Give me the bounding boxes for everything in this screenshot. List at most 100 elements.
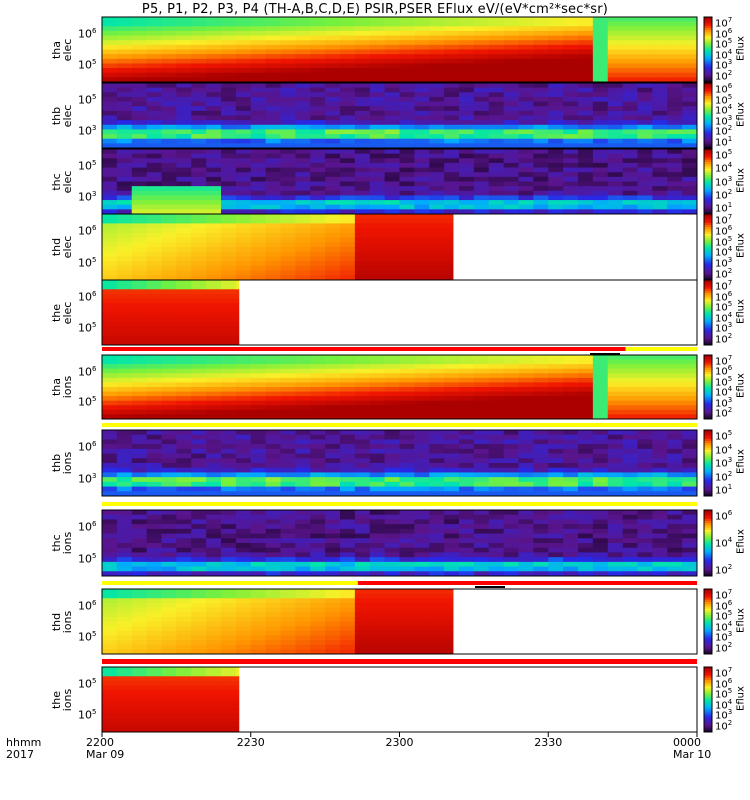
colorbar-tick-label: 101 (715, 135, 733, 149)
colorbar-tick-label: 106 (715, 82, 733, 96)
colorbar-tick-label: 105 (715, 148, 733, 162)
colorbar-tick-label: 103 (715, 395, 733, 409)
y-tick-label: 103 (78, 471, 97, 486)
y-tick-label: 105 (78, 707, 97, 722)
colorbar-tick-label: 107 (715, 16, 733, 30)
colorbar-tick-label: 104 (715, 103, 733, 117)
colorbar-tick-label: 104 (715, 442, 733, 456)
colorbar-tick-label: 103 (715, 456, 733, 470)
x-axis (101, 732, 698, 737)
colorbar-tick-label: 106 (715, 364, 733, 378)
x-tick-label: 2200 Mar 09 (86, 736, 125, 761)
separator-bar (102, 581, 358, 585)
colorbar-tick-label: 104 (715, 47, 733, 62)
colorbar-label: Eflux (735, 298, 747, 324)
colorbar-tick-label: 106 (715, 289, 733, 303)
colorbar-label: Eflux (735, 529, 747, 554)
colorbar-tick-label: 102 (715, 719, 733, 733)
colorbar-label: Eflux (735, 35, 747, 61)
separator-bar (102, 659, 697, 664)
colorbar-tick-label: 101 (715, 483, 733, 497)
panel-the-ions (101, 666, 698, 733)
separator-bar (625, 347, 697, 351)
y-tick-label: 106 (78, 224, 97, 239)
colorbar-label: Eflux (735, 685, 747, 711)
panel-the-elec (101, 279, 698, 346)
y-tick-label: 105 (78, 677, 97, 691)
colorbar-tick-label: 105 (715, 687, 733, 701)
x-tick-label: 2300 (385, 736, 414, 749)
colorbar-tick-label: 107 (715, 588, 733, 602)
colorbar-the-elec (703, 279, 713, 346)
y-tick-label: 106 (78, 440, 97, 455)
panel-label-thb-ions: thb ions (50, 451, 74, 475)
colorbar-tick-label: 102 (715, 187, 733, 202)
panel-label-the-elec: the elec (50, 301, 74, 324)
colorbar-tha-ions (703, 354, 713, 420)
panel-label-the-ions: the ions (50, 688, 74, 711)
colorbar-thd-elec (703, 213, 713, 281)
y-tick-label: 106 (78, 290, 97, 304)
colorbar-tick-label: 102 (715, 267, 733, 281)
colorbar-the-ions (703, 666, 713, 733)
colorbar-tick-label: 104 (715, 385, 733, 399)
colorbar-tick-label: 106 (715, 26, 733, 40)
colorbar-thd-ions (703, 588, 713, 655)
y-tick-label: 103 (78, 189, 97, 204)
colorbar-tick-label: 104 (715, 697, 733, 712)
separator-bars (102, 347, 697, 664)
colorbar-tick-label: 103 (715, 321, 733, 335)
colorbar-tick-label: 105 (715, 429, 733, 443)
panel-tha-elec (101, 16, 698, 83)
colorbar-tick-label: 106 (715, 598, 733, 612)
separator-bar (102, 423, 697, 427)
colorbar-tha-elec (703, 16, 713, 83)
colorbar-tick-label: 103 (715, 174, 733, 188)
mode-marker (590, 353, 620, 355)
separator-bar (357, 581, 697, 585)
colorbar-tick-label: 104 (715, 619, 733, 634)
colorbar-tick-label: 102 (715, 406, 733, 420)
separator-bar (102, 347, 626, 351)
colorbar-thb-ions (703, 429, 713, 497)
y-tick-label: 105 (78, 551, 97, 566)
y-tick-label: 105 (78, 159, 97, 173)
x-axis-label: hhmm 2017 (6, 736, 42, 761)
colorbar-tick-label: 107 (715, 666, 733, 680)
separator-bar (102, 502, 697, 506)
panel-thd-ions (101, 588, 698, 655)
panel-thc-ions (101, 509, 698, 577)
colorbar-tick-label: 102 (715, 332, 733, 346)
colorbar-tick-label: 106 (715, 509, 733, 523)
panel-label-tha-ions: tha ions (50, 375, 74, 399)
panel-label-thc-ions: thc ions (50, 531, 74, 555)
y-tick-label: 105 (78, 320, 97, 335)
y-tick-label: 103 (78, 123, 97, 138)
x-tick-label: 2230 (236, 736, 265, 749)
colorbar-thc-elec (703, 148, 713, 215)
colorbar-tick-label: 105 (715, 374, 733, 389)
y-tick-label: 106 (78, 27, 97, 41)
y-tick-label: 106 (78, 599, 97, 613)
colorbar-tick-label: 105 (715, 37, 733, 51)
y-tick-label: 105 (78, 57, 97, 72)
y-tick-label: 106 (78, 520, 97, 535)
colorbar-tick-label: 103 (715, 113, 733, 128)
panel-thb-elec (101, 82, 698, 149)
panel-label-thc-elec: thc elec (50, 170, 74, 193)
y-tick-label: 105 (78, 395, 97, 409)
mode-marker (475, 586, 505, 588)
colorbar-tick-label: 106 (715, 676, 733, 690)
colorbar-label: Eflux (735, 373, 747, 398)
colorbar-tick-label: 105 (715, 609, 733, 623)
colorbar-label: Eflux (735, 449, 747, 474)
colorbar-label: Eflux (735, 233, 747, 258)
panel-label-thd-ions: thd ions (50, 610, 74, 633)
colorbar-tick-label: 104 (715, 245, 733, 259)
colorbar-tick-label: 104 (715, 161, 733, 175)
y-tick-label: 105 (78, 629, 97, 644)
colorbar-tick-label: 102 (715, 641, 733, 655)
colorbar-tick-label: 107 (715, 213, 733, 227)
colorbar-tick-label: 105 (715, 92, 733, 106)
colorbar-tick-label: 104 (715, 310, 733, 325)
